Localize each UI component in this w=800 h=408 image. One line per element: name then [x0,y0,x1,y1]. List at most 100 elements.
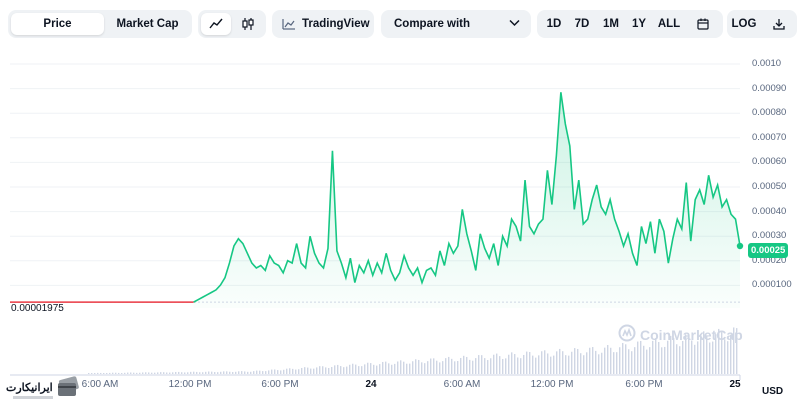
volume-bar [115,372,117,374]
range-1y[interactable]: 1Y [631,18,647,30]
volume-bar [280,370,282,374]
trend-icon [282,18,296,30]
range-7d[interactable]: 7D [574,18,590,30]
volume-bar [604,347,606,374]
volume-bar [94,373,96,374]
volume-bar [166,372,168,374]
tradingview-button[interactable]: TradingView [272,10,374,38]
volume-bar [247,371,249,374]
volume-bar [493,354,495,374]
volume-bar [685,334,687,374]
volume-bar [718,328,720,374]
volume-bar [184,372,186,374]
volume-bar [289,368,291,374]
volume-bar [484,358,486,374]
compare-with-label: Compare with [394,18,471,30]
volume-bar [667,340,669,374]
range-1d[interactable]: 1D [546,18,562,30]
volume-bar [517,357,519,374]
volume-bar [274,369,276,374]
volume-bar [256,370,258,374]
volume-bar [355,364,357,374]
volume-bar [418,359,420,374]
volume-bar [496,353,498,374]
view-switcher: Price Market Cap [8,10,192,38]
volume-bar [112,372,114,374]
volume-bar [580,353,582,374]
volume-bar [535,357,537,374]
range-all[interactable]: ALL [657,18,681,30]
volume-bar [241,371,243,374]
volume-bar [211,371,213,374]
tab-market-cap[interactable]: Market Cap [116,18,179,30]
volume-bar [439,362,441,374]
volume-bar [343,367,345,374]
volume-bar [640,340,642,374]
volume-bar [301,367,303,374]
volume-bar [88,373,90,374]
volume-bar [592,347,594,374]
volume-bar [271,369,273,374]
log-scale-toggle[interactable]: LOG [731,18,757,30]
volume-bar [181,372,183,374]
volume-bar [334,365,336,374]
candlestick-icon[interactable] [233,13,263,35]
volume-bar [226,371,228,374]
calendar-icon[interactable] [689,13,717,35]
volume-bar [154,372,156,374]
range-1m[interactable]: 1M [603,18,619,30]
volume-bar [259,370,261,374]
volume-bar [451,358,453,374]
range-switcher: 1D 7D 1M 1Y ALL [537,10,723,38]
volume-bar [652,340,654,374]
tab-price[interactable]: Price [11,13,104,35]
volume-bar [283,369,285,374]
volume-bar [709,342,711,374]
volume-bar [595,350,597,374]
volume-bar [523,354,525,374]
volume-bar [397,361,399,374]
currency-label[interactable]: USD [762,386,784,397]
volume-bar [622,342,624,374]
volume-bar [109,372,111,374]
volume-bar [547,353,549,374]
start-price-label: 0.00001975 [10,303,65,314]
y-tick-label: 0.00020 [752,254,787,266]
volume-bar [406,363,408,374]
volume-bar [613,352,615,374]
volume-bar [688,334,690,374]
volume-bar [97,372,99,374]
volume-bar [616,352,618,374]
volume-bar [244,371,246,374]
volume-bar [163,372,165,374]
volume-bar [538,355,540,374]
current-price-badge: 0.00025 [748,243,789,258]
watermark-text: CoinMarketCap [640,326,743,343]
volume-bar [454,361,456,374]
volume-bar [130,372,132,374]
volume-bar [481,355,483,374]
compare-with-dropdown[interactable]: Compare with [381,10,531,38]
line-chart-icon[interactable] [201,13,231,35]
volume-bar [391,364,393,374]
volume-bar [529,352,531,374]
volume-bar [388,363,390,374]
volume-bar [490,358,492,374]
volume-bar [310,368,312,374]
volume-bar [475,358,477,374]
volume-bar [670,335,672,374]
volume-bar [520,358,522,374]
volume-bar [577,348,579,374]
volume-bar [724,339,726,374]
volume-bar [352,363,354,374]
volume-bar [262,371,264,374]
volume-bar [151,372,153,374]
volume-bar [733,327,735,374]
volume-bar [559,348,561,374]
volume-bar [658,342,660,374]
volume-bar [511,352,513,374]
download-icon[interactable] [764,13,794,35]
volume-bar [346,366,348,374]
volume-bar [202,372,204,374]
